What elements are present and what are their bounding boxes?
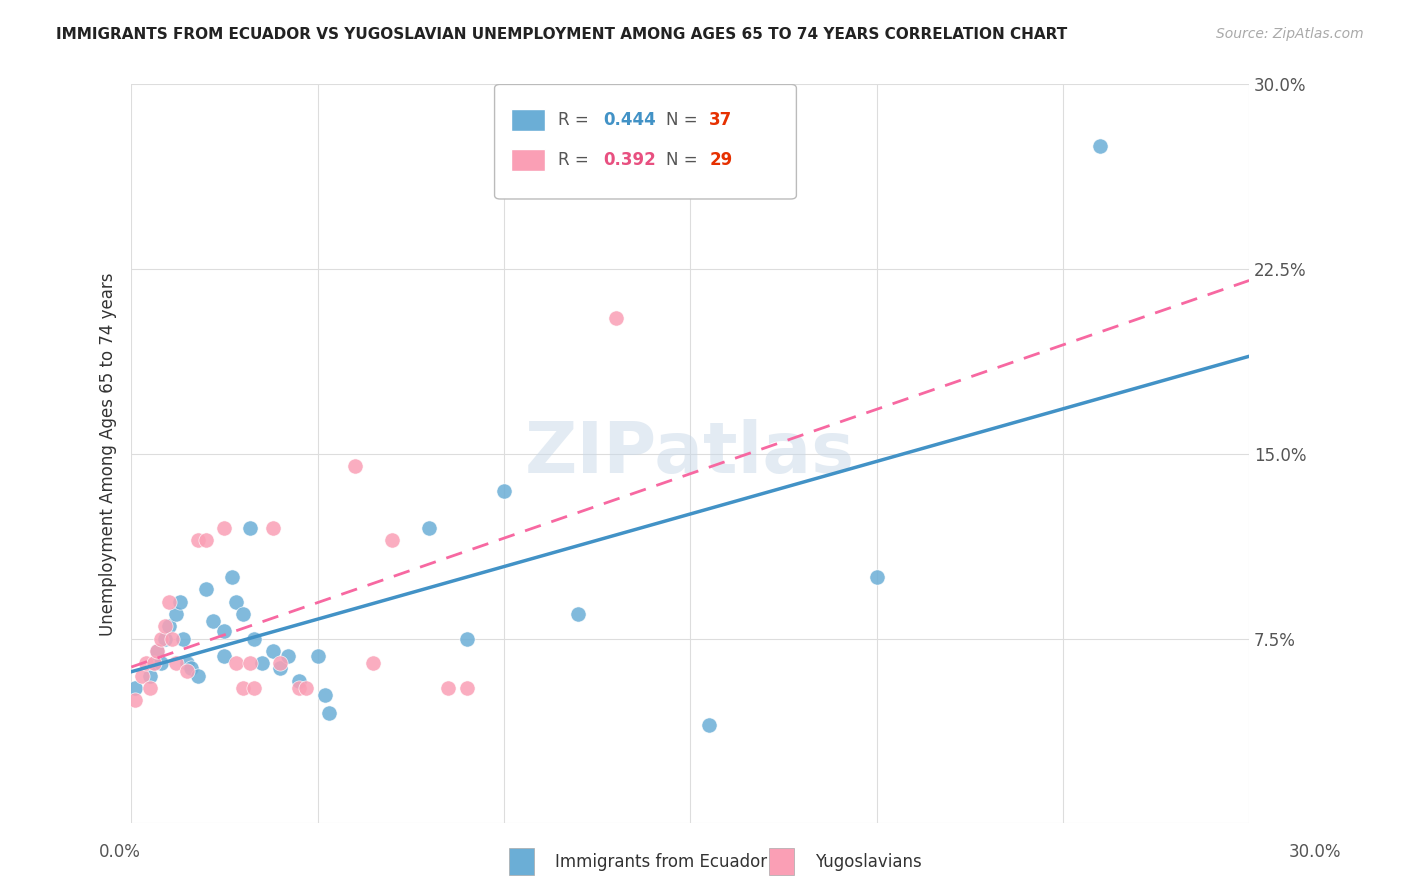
Text: Source: ZipAtlas.com: Source: ZipAtlas.com	[1216, 27, 1364, 41]
Text: N =: N =	[665, 151, 703, 169]
Point	[243, 632, 266, 646]
Point	[269, 661, 291, 675]
Point	[232, 681, 254, 695]
Text: R =: R =	[558, 151, 595, 169]
Point	[124, 693, 146, 707]
Point	[288, 673, 311, 688]
Text: R =: R =	[558, 111, 595, 129]
Point	[363, 657, 385, 671]
Text: 0.0%: 0.0%	[98, 843, 141, 861]
Text: 0.444: 0.444	[603, 111, 655, 129]
FancyBboxPatch shape	[512, 149, 546, 171]
FancyBboxPatch shape	[512, 109, 546, 131]
Point	[187, 668, 209, 682]
Point	[150, 657, 173, 671]
Point	[225, 595, 247, 609]
Point	[214, 648, 236, 663]
Point	[146, 644, 169, 658]
Text: 37: 37	[709, 111, 733, 129]
Point	[269, 657, 291, 671]
Point	[437, 681, 460, 695]
Point	[194, 582, 217, 597]
Point	[162, 632, 184, 646]
Text: 29: 29	[709, 151, 733, 169]
Point	[288, 681, 311, 695]
Point	[605, 311, 627, 326]
Text: 0.392: 0.392	[603, 151, 655, 169]
Point	[153, 619, 176, 633]
Y-axis label: Unemployment Among Ages 65 to 74 years: Unemployment Among Ages 65 to 74 years	[100, 272, 117, 636]
Point	[1088, 139, 1111, 153]
Point	[214, 624, 236, 639]
Point	[150, 632, 173, 646]
FancyBboxPatch shape	[509, 848, 534, 875]
Text: 30.0%: 30.0%	[1288, 843, 1341, 861]
Point	[262, 521, 284, 535]
Point	[381, 533, 404, 548]
Point	[146, 644, 169, 658]
Point	[157, 619, 180, 633]
Point	[157, 595, 180, 609]
Point	[153, 632, 176, 646]
Text: Yugoslavians: Yugoslavians	[815, 853, 922, 871]
Point	[165, 607, 187, 621]
Text: N =: N =	[665, 111, 703, 129]
Point	[176, 657, 198, 671]
Point	[124, 681, 146, 695]
Point	[180, 661, 202, 675]
Point	[165, 657, 187, 671]
Point	[456, 632, 478, 646]
Point	[172, 632, 194, 646]
Point	[318, 706, 340, 720]
Point	[492, 483, 515, 498]
Point	[277, 648, 299, 663]
Point	[243, 681, 266, 695]
Point	[221, 570, 243, 584]
Point	[697, 718, 720, 732]
Point	[295, 681, 318, 695]
Point	[194, 533, 217, 548]
Point	[169, 595, 191, 609]
Point	[307, 648, 329, 663]
Point	[139, 681, 162, 695]
Point	[232, 607, 254, 621]
Point	[131, 668, 153, 682]
Point	[314, 689, 336, 703]
Point	[142, 657, 165, 671]
Point	[250, 657, 273, 671]
Point	[567, 607, 589, 621]
Point	[214, 521, 236, 535]
Point	[262, 644, 284, 658]
Point	[202, 615, 225, 629]
Point	[187, 533, 209, 548]
Text: Immigrants from Ecuador: Immigrants from Ecuador	[555, 853, 768, 871]
Point	[225, 657, 247, 671]
FancyBboxPatch shape	[769, 848, 794, 875]
Point	[343, 459, 366, 474]
Point	[865, 570, 887, 584]
Point	[139, 668, 162, 682]
Point	[239, 657, 262, 671]
FancyBboxPatch shape	[495, 85, 796, 199]
Point	[239, 521, 262, 535]
Text: ZIPatlas: ZIPatlas	[524, 419, 855, 489]
Point	[135, 657, 157, 671]
Text: IMMIGRANTS FROM ECUADOR VS YUGOSLAVIAN UNEMPLOYMENT AMONG AGES 65 TO 74 YEARS CO: IMMIGRANTS FROM ECUADOR VS YUGOSLAVIAN U…	[56, 27, 1067, 42]
Point	[418, 521, 440, 535]
Point	[176, 664, 198, 678]
Point	[142, 657, 165, 671]
Point	[456, 681, 478, 695]
